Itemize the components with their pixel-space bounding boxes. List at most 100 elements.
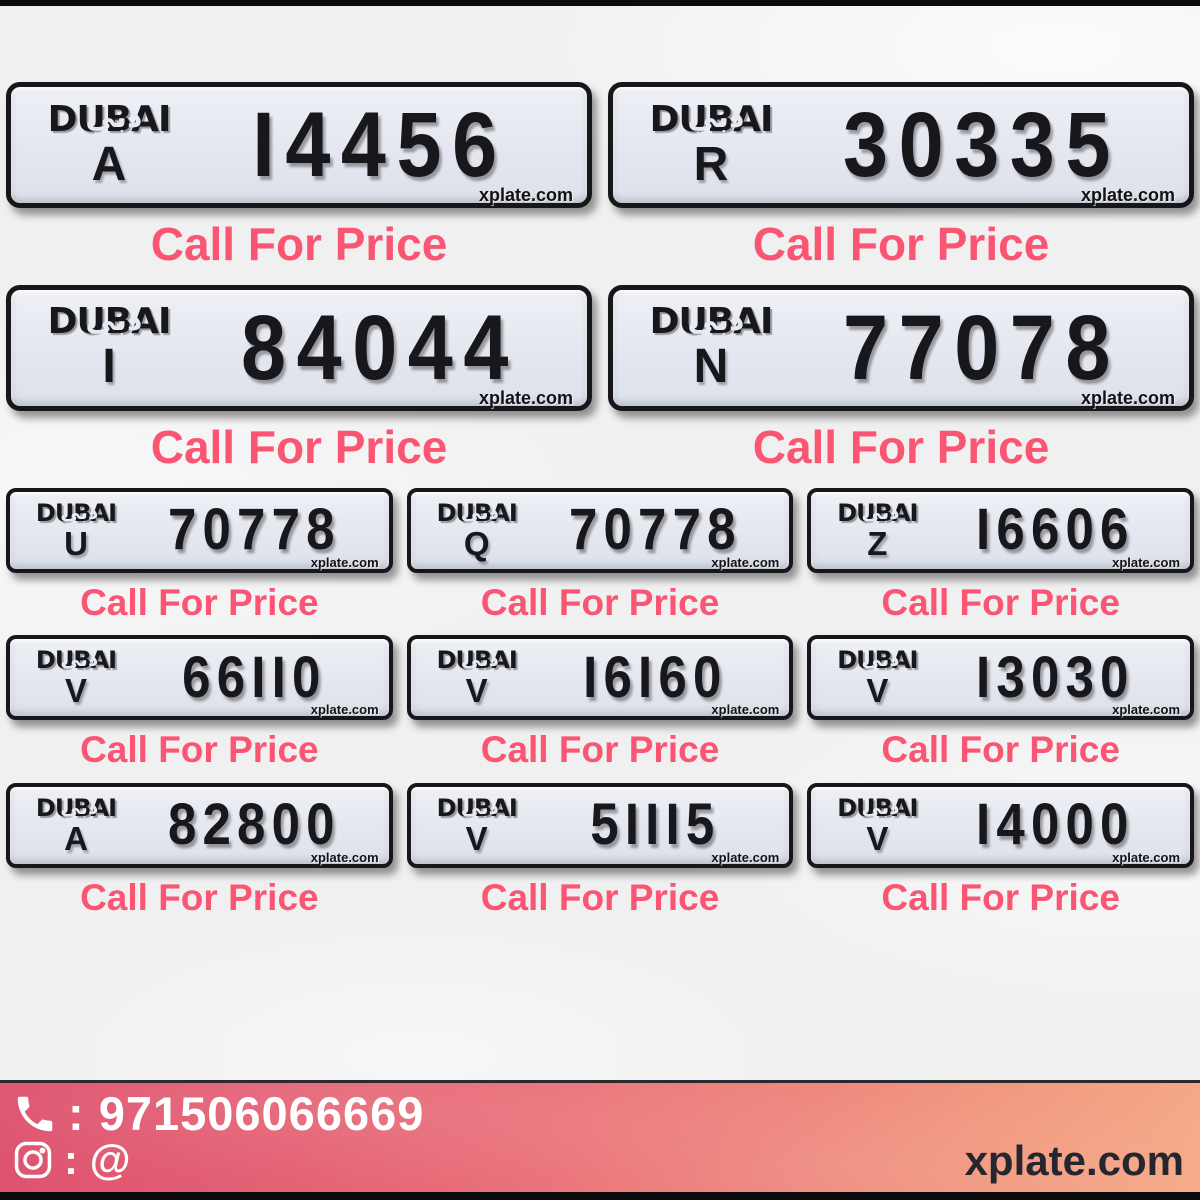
plate-number: I6I60: [582, 644, 728, 710]
plate-left-block: DUBAI دبي A: [25, 100, 193, 191]
license-plate: DUBAI دبي A 82800 xplate.com: [6, 782, 393, 868]
price-label: Call For Price: [80, 876, 319, 918]
plate-left-block: DUBAI دبي V: [20, 648, 132, 707]
dubai-logo: DUBAI دبي: [48, 302, 172, 340]
plate-listing: DUBAI دبي A 82800 xplate.com Call For Pr…: [6, 782, 393, 931]
license-plate: DUBAI دبي V 66II0 xplate.com: [6, 635, 393, 721]
dubai-logo: DUBAI دبي: [36, 794, 117, 820]
price-label: Call For Price: [480, 581, 720, 623]
plate-listing: DUBAI دبي A I4456 xplate.com Call For Pr…: [6, 82, 592, 285]
xplate-site-text: xplate.com: [964, 1137, 1184, 1184]
dubai-logo-arabic: دبي: [460, 647, 499, 672]
price-label: Call For Price: [80, 729, 319, 771]
xplate-watermark: xplate.com: [1112, 554, 1181, 570]
price-label: Call For Price: [150, 420, 448, 473]
license-plate: DUBAI دبي Q 70778 xplate.com: [406, 487, 794, 573]
dubai-logo: DUBAI دبي: [650, 100, 774, 138]
dubai-logo: DUBAI دبي: [650, 302, 774, 340]
xplate-watermark: xplate.com: [1080, 185, 1175, 205]
plate-letter: V: [64, 672, 87, 710]
price-label: Call For Price: [480, 729, 720, 771]
plate-letter: Q: [463, 524, 490, 562]
plate-listing: DUBAI دبي I 84044 xplate.com Call For Pr…: [6, 284, 592, 488]
plate-row-4: DUBAI دبي V 66II0 xplate.com Call For Pr…: [0, 635, 1200, 783]
price-label: Call For Price: [881, 876, 1120, 918]
xplate-watermark: xplate.com: [1112, 702, 1181, 718]
plate-listing: DUBAI دبي N 77078 xplate.com Call For Pr…: [608, 284, 1194, 488]
plate-left-block: DUBAI دبي V: [821, 648, 933, 707]
plate-number: I3030: [976, 644, 1135, 710]
plate-left-block: DUBAI دبي V: [421, 648, 533, 707]
license-plate: DUBAI دبي R 30335 xplate.com: [608, 82, 1194, 208]
dubai-logo: DUBAI دبي: [837, 794, 918, 820]
xplate-watermark: xplate.com: [478, 387, 573, 408]
dubai-logo-arabic: دبي: [687, 302, 745, 338]
plate-letter: V: [866, 672, 889, 710]
xplate-watermark: xplate.com: [711, 554, 780, 570]
plate-left-block: DUBAI دبي N: [627, 304, 795, 391]
dubai-logo-arabic: دبي: [60, 499, 99, 524]
plate-letter: V: [465, 819, 488, 857]
plate-left-block: DUBAI دبي V: [821, 796, 933, 855]
dubai-logo: DUBAI دبي: [36, 647, 117, 672]
instagram-icon: [12, 1139, 54, 1181]
plate-number: 77078: [843, 296, 1121, 399]
license-plate: DUBAI دبي V I3030 xplate.com: [807, 635, 1195, 721]
dubai-logo-arabic: دبي: [460, 499, 499, 524]
license-plate: DUBAI دبي A I4456 xplate.com: [6, 82, 592, 208]
xplate-watermark: xplate.com: [478, 185, 573, 205]
xplate-watermark: xplate.com: [711, 702, 780, 718]
dubai-logo-arabic: دبي: [85, 100, 143, 136]
plate-catalog: DUBAI دبي A I4456 xplate.com Call For Pr…: [0, 82, 1200, 931]
plate-number: I6606: [976, 497, 1135, 563]
xplate-watermark: xplate.com: [1112, 849, 1181, 865]
plate-letter: U: [64, 524, 88, 562]
plate-number: 82800: [167, 792, 341, 858]
dubai-logo-arabic: دبي: [60, 647, 99, 672]
plate-number: 66II0: [182, 644, 327, 710]
dubai-logo-arabic: دبي: [861, 499, 900, 524]
license-plate: DUBAI دبي N 77078 xplate.com: [608, 284, 1194, 411]
plate-listing: DUBAI دبي U 70778 xplate.com Call For Pr…: [6, 487, 393, 636]
license-plate: DUBAI دبي Z I6606 xplate.com: [807, 487, 1195, 573]
plate-letter: V: [866, 819, 889, 857]
plate-letter: A: [91, 137, 127, 191]
xplate-watermark: xplate.com: [310, 702, 379, 718]
dubai-logo-arabic: دبي: [861, 647, 900, 672]
plate-left-block: DUBAI دبي R: [627, 100, 795, 189]
price-label: Call For Price: [80, 581, 319, 623]
dubai-logo-arabic: دبي: [687, 100, 745, 136]
price-label: Call For Price: [150, 218, 448, 270]
dubai-logo-arabic: دبي: [60, 794, 99, 819]
dubai-logo: DUBAI دبي: [36, 499, 117, 525]
phone-line: : 971506066669: [12, 1090, 1188, 1137]
plate-left-block: DUBAI دبي U: [20, 501, 132, 560]
plate-number: 70778: [568, 497, 742, 563]
plate-letter: A: [64, 819, 88, 857]
dubai-logo: DUBAI دبي: [837, 499, 918, 525]
plate-listing: DUBAI دبي Q 70778 xplate.com Call For Pr…: [406, 487, 794, 636]
plate-listing: DUBAI دبي V 66II0 xplate.com Call For Pr…: [6, 635, 393, 783]
plate-listing: DUBAI دبي V 5III5 xplate.com Call For Pr…: [406, 782, 794, 931]
dubai-logo-arabic: دبي: [861, 794, 900, 819]
plate-number: 84044: [241, 296, 519, 399]
price-label: Call For Price: [752, 420, 1050, 473]
dubai-logo: DUBAI دبي: [48, 100, 172, 138]
license-plate: DUBAI دبي V I4000 xplate.com: [807, 782, 1195, 868]
license-plate: DUBAI دبي I 84044 xplate.com: [6, 284, 592, 411]
phone-icon: [12, 1091, 58, 1137]
dubai-logo-arabic: دبي: [85, 302, 143, 338]
plate-listing: DUBAI دبي Z I6606 xplate.com Call For Pr…: [807, 487, 1195, 636]
plate-row-5: DUBAI دبي A 82800 xplate.com Call For Pr…: [0, 782, 1200, 931]
top-border-bar: [0, 0, 1200, 6]
plate-left-block: DUBAI دبي I: [25, 304, 193, 391]
plate-number: I4456: [252, 94, 508, 196]
dubai-logo: DUBAI دبي: [437, 499, 518, 525]
plate-number: 5III5: [589, 792, 721, 858]
price-label: Call For Price: [480, 876, 720, 918]
price-label: Call For Price: [881, 729, 1120, 771]
license-plate: DUBAI دبي V 5III5 xplate.com: [406, 782, 794, 868]
bottom-border-bar: [0, 1192, 1200, 1200]
plate-letter: V: [465, 672, 488, 710]
plate-number: 30335: [843, 94, 1121, 196]
